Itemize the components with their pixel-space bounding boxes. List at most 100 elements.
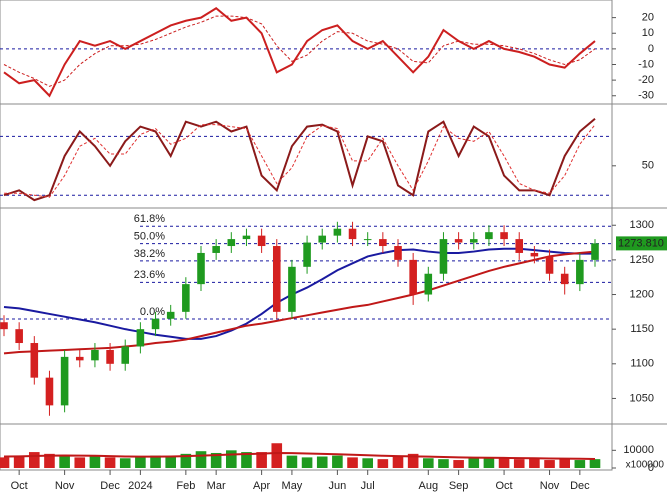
candle-body: [91, 349, 99, 361]
volume-bar: [59, 455, 70, 468]
y-tick-label: 20: [642, 12, 654, 24]
candle-body: [212, 246, 220, 253]
volume-bar: [29, 452, 40, 468]
candle-body: [197, 252, 205, 285]
candle-body: [106, 349, 114, 364]
y-tick-label: -20: [638, 74, 654, 86]
volume-bar: [468, 457, 480, 468]
candle-body: [560, 273, 569, 285]
x-tick-label: Dec: [570, 480, 590, 492]
y-tick-label: -30: [638, 90, 654, 102]
x-tick-label: Apr: [253, 480, 270, 492]
y-tick-label: 1250: [630, 254, 654, 266]
candle-body: [30, 343, 39, 378]
volume-bar: [513, 459, 525, 468]
unit-label: x100000: [626, 460, 665, 471]
candle-body: [545, 256, 554, 274]
last-price-label: 1273.810: [618, 237, 664, 249]
x-tick-label: Mar: [207, 480, 226, 492]
candle-body: [379, 239, 387, 247]
candle-body: [469, 239, 478, 243]
candle-body: [0, 322, 8, 330]
volume-bar: [104, 457, 116, 468]
candle-body: [257, 235, 266, 247]
x-tick-label: Aug: [419, 480, 439, 492]
x-tick-label: Oct: [11, 480, 28, 492]
x-tick-label: Nov: [540, 480, 560, 492]
fib-label: 23.6%: [134, 269, 165, 281]
x-tick-label: Sep: [449, 480, 469, 492]
volume-bar: [347, 457, 358, 468]
y-tick-label: 1300: [630, 219, 654, 231]
moving-average: [3, 247, 595, 340]
candle-body: [318, 235, 327, 243]
volume-bar: [226, 450, 237, 468]
volume-bar: [498, 458, 510, 468]
indicator-line: [3, 117, 596, 202]
candle-body: [151, 318, 160, 330]
x-tick-label: Feb: [176, 480, 195, 492]
y-tick-label: 1100: [630, 358, 654, 370]
candle-body: [515, 239, 524, 253]
x-tick-label: Nov: [55, 480, 75, 492]
x-tick-label: Jul: [361, 480, 375, 492]
candle-body: [454, 239, 463, 243]
volume-bar: [574, 460, 586, 468]
volume-bar: [301, 457, 313, 468]
candle-body: [15, 329, 23, 344]
volume-bar: [332, 455, 343, 468]
volume-bar: [0, 457, 10, 468]
volume-bar: [119, 458, 131, 468]
y-tick-label: 1200: [630, 288, 654, 300]
y-tick-label: 50: [642, 160, 654, 172]
y-tick-label: 1050: [630, 392, 654, 404]
candle-body: [60, 356, 69, 406]
volume-bar: [180, 453, 192, 468]
candle-body: [333, 228, 342, 236]
candle-body: [227, 239, 236, 247]
volume-bar: [13, 455, 25, 468]
volume-bar: [89, 456, 101, 468]
candle-body: [394, 246, 402, 260]
volume-bar: [241, 452, 252, 468]
volume-bar: [559, 459, 570, 468]
volume-bar: [544, 460, 555, 468]
volume-bar: [150, 455, 161, 468]
candle-body: [409, 259, 417, 295]
candle-body: [530, 252, 539, 257]
volume-bar: [195, 451, 207, 468]
volume-bar: [286, 455, 298, 468]
volume-bar: [362, 458, 373, 468]
volume-bar: [438, 459, 449, 468]
y-tick-label: -10: [638, 58, 654, 70]
candle-body: [591, 243, 599, 260]
volume-bar: [589, 459, 601, 468]
volume-bar: [529, 458, 540, 468]
volume-average: [3, 451, 596, 460]
moving-average: [3, 250, 596, 355]
y-tick-label: 10000: [623, 444, 654, 456]
volume-bar: [453, 460, 464, 468]
x-tick-label: Dec: [100, 480, 120, 492]
candle-body: [576, 259, 584, 285]
candle-body: [75, 356, 84, 361]
candle-body: [136, 329, 145, 347]
candle-body: [166, 311, 175, 319]
volume-bar: [392, 456, 404, 468]
volume-bar: [256, 452, 267, 468]
last-price-box: [616, 236, 667, 251]
volume-bar: [271, 443, 283, 468]
candle-body: [288, 266, 296, 312]
candle-body: [348, 228, 357, 240]
candle-body: [242, 235, 251, 240]
candle-body: [182, 284, 190, 312]
volume-bar: [316, 456, 328, 468]
volume-bar: [407, 453, 419, 468]
candle-body: [424, 273, 433, 295]
fib-label: 50.0%: [134, 231, 165, 243]
y-tick-label: 0: [648, 462, 654, 474]
fib-label: 0.0%: [140, 306, 165, 318]
fib-label: 61.8%: [134, 213, 165, 225]
candle-body: [485, 232, 493, 240]
indicator-line: [3, 7, 596, 98]
